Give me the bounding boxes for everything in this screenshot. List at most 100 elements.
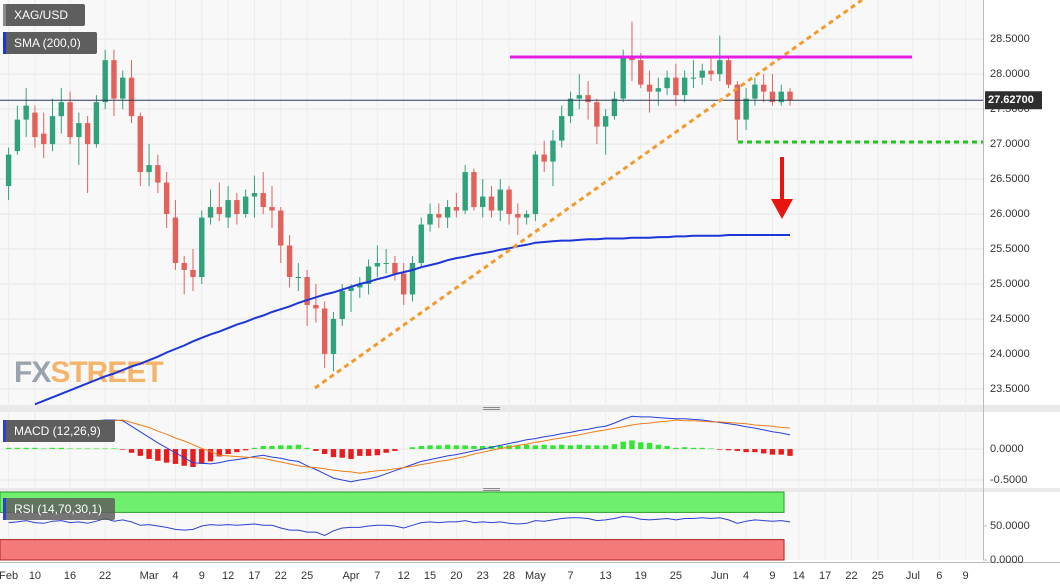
y-tick-label: 50.0000 xyxy=(990,520,1030,532)
candle-body xyxy=(49,116,56,145)
candle-body xyxy=(541,154,547,162)
candle-body xyxy=(357,283,363,288)
histogram-bar xyxy=(32,447,38,450)
candle-body xyxy=(181,263,187,270)
candle-body xyxy=(602,116,609,127)
candle-body xyxy=(216,207,223,215)
candle-body xyxy=(523,214,530,218)
histogram-bar xyxy=(190,449,196,467)
axis-labels: 23.5000 24.0000 24.5000 25.0000 25.5000 26.00… xyxy=(0,33,1042,582)
candle-body xyxy=(646,84,653,92)
histogram-bar xyxy=(664,445,670,450)
x-tick-label: 7 xyxy=(374,570,380,582)
histogram-bar xyxy=(427,445,433,450)
x-tick-label: 9 xyxy=(769,570,775,582)
histogram-bar xyxy=(339,449,345,458)
drawings xyxy=(314,0,983,390)
arrow-head xyxy=(771,199,793,219)
y-tick-label: 26.0000 xyxy=(990,208,1030,220)
histogram-bar xyxy=(357,449,363,456)
x-tick-label: 25 xyxy=(301,570,313,582)
x-tick-label: 22 xyxy=(845,570,857,582)
histogram-bar xyxy=(699,447,705,450)
watermark-fx: FX xyxy=(14,356,51,389)
candle-body xyxy=(128,77,135,117)
histogram-bar xyxy=(629,440,635,450)
candle-body xyxy=(14,119,21,152)
candle-body xyxy=(585,95,591,103)
histogram-bar xyxy=(646,442,653,450)
candle-body xyxy=(190,270,196,277)
legend-stripe xyxy=(3,420,6,442)
histogram-bar xyxy=(383,449,389,453)
candle-body xyxy=(278,210,284,246)
legend-label: RSI (14,70,30,1) xyxy=(14,502,102,516)
candle-body xyxy=(760,84,767,92)
histogram-bar xyxy=(111,448,117,450)
histogram-bar xyxy=(444,444,451,450)
legend-box[interactable] xyxy=(3,32,97,54)
legend-label: SMA (200,0) xyxy=(14,36,81,50)
candle-body xyxy=(295,276,302,278)
x-tick-label: 20 xyxy=(450,570,462,582)
x-tick-label: 17 xyxy=(819,570,831,582)
y-tick-label: 28.0000 xyxy=(990,68,1030,80)
legend-box[interactable] xyxy=(3,498,115,520)
histogram-bar xyxy=(242,449,249,451)
trend-line[interactable] xyxy=(314,0,863,390)
x-tick-label: 9 xyxy=(963,570,969,582)
histogram-bar xyxy=(365,449,372,456)
candle-body xyxy=(690,77,697,79)
histogram-bar xyxy=(620,441,626,450)
y-tick-label: 0.0000 xyxy=(990,554,1024,566)
histogram-bar xyxy=(787,449,793,456)
histogram-bar xyxy=(84,448,91,450)
candle-body xyxy=(269,207,275,211)
candle-body xyxy=(234,200,240,215)
panel-divider[interactable] xyxy=(0,488,1060,492)
histogram-bar xyxy=(760,449,767,454)
histogram-bar xyxy=(576,444,582,450)
x-tick-label: Feb xyxy=(0,570,18,582)
candle-body xyxy=(734,84,741,120)
histogram-bar xyxy=(480,445,486,450)
y-tick-label: 28.5000 xyxy=(990,33,1030,45)
histogram-bar xyxy=(172,449,179,464)
histogram-bar xyxy=(471,445,477,450)
legend-box[interactable] xyxy=(3,420,115,442)
candle-body xyxy=(84,123,91,145)
x-tick-label: 14 xyxy=(793,570,805,582)
histogram-bar xyxy=(330,449,337,458)
oversold-band xyxy=(0,539,785,561)
histogram-bar xyxy=(137,449,143,456)
candle-body xyxy=(155,165,161,183)
candle-body xyxy=(401,273,407,295)
candle-body xyxy=(111,60,117,99)
histogram-bar xyxy=(260,445,266,450)
candle-body xyxy=(471,172,477,208)
y-tick-label: 25.5000 xyxy=(990,243,1030,255)
candle-body xyxy=(23,105,29,120)
histogram-bar xyxy=(146,449,152,459)
candle-body xyxy=(260,193,266,208)
histogram-bar xyxy=(14,447,21,450)
candle-body xyxy=(506,189,512,215)
candle-body xyxy=(58,102,64,117)
x-tick-label: 15 xyxy=(424,570,436,582)
candle-body xyxy=(207,207,214,218)
histogram-bar xyxy=(462,445,468,450)
histogram-bar xyxy=(409,447,416,450)
candle-body xyxy=(330,318,337,354)
candle-body xyxy=(550,140,556,162)
y-tick-label: 26.5000 xyxy=(990,173,1030,185)
legend-box[interactable] xyxy=(3,4,85,26)
sma-line xyxy=(34,234,790,406)
panel-divider[interactable] xyxy=(0,405,1060,412)
legend-stripe xyxy=(3,32,6,54)
histogram-bar xyxy=(155,449,161,461)
candle-body xyxy=(365,266,372,284)
candle-body xyxy=(567,98,574,117)
candle-body xyxy=(93,102,100,145)
histogram-bar xyxy=(523,444,530,450)
